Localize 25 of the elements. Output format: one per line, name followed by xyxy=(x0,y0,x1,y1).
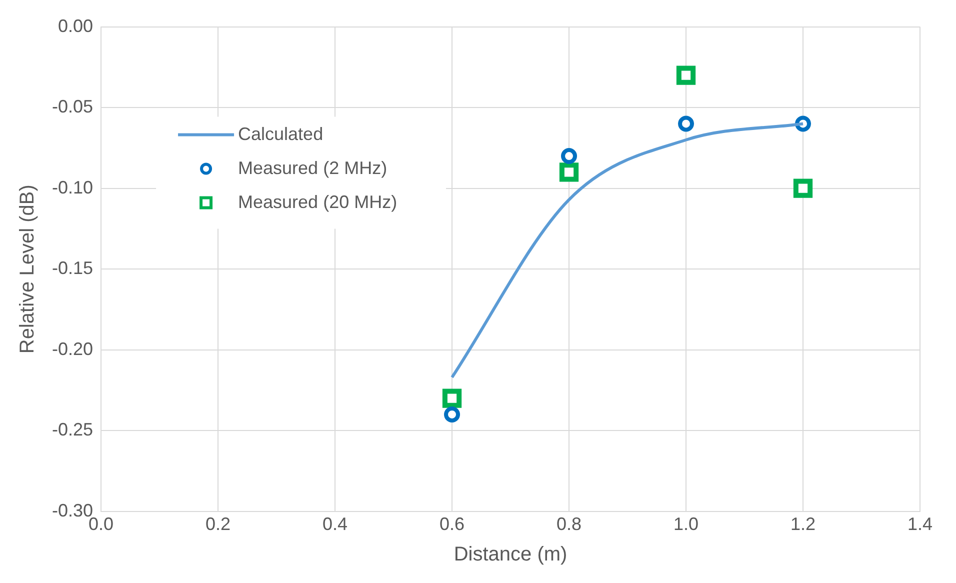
point xyxy=(559,162,579,182)
point xyxy=(561,148,578,164)
point xyxy=(442,388,462,408)
y-tick-label: 0.00 xyxy=(58,16,94,36)
y-tick-label: -0.20 xyxy=(52,338,94,359)
x-tick-label: 1.0 xyxy=(673,514,699,534)
x-tick-label: 0.8 xyxy=(556,514,582,534)
point xyxy=(676,66,696,85)
y-axis-title: Relative Level (dB) xyxy=(16,184,39,354)
x-tick-label: 1.2 xyxy=(790,514,816,534)
x-tick-label: 0.2 xyxy=(206,514,231,534)
legend-label: Measured (2 MHz) xyxy=(238,158,388,178)
x-tick-label: 0.4 xyxy=(322,514,348,534)
x-tick-label: 0.6 xyxy=(440,514,465,534)
x-axis-title: Distance (m) xyxy=(454,544,568,566)
legend-label: Measured (20 MHz) xyxy=(238,192,398,212)
y-tick-label: -0.10 xyxy=(52,177,94,198)
y-tick-label: -0.25 xyxy=(52,420,94,440)
point xyxy=(444,406,460,422)
x-tick-label: 1.4 xyxy=(907,514,933,534)
y-tick-label: -0.05 xyxy=(52,96,94,117)
point xyxy=(793,178,813,198)
y-tick-label: -0.15 xyxy=(52,258,94,278)
point xyxy=(678,116,694,132)
legend-label: Calculated xyxy=(238,124,324,144)
